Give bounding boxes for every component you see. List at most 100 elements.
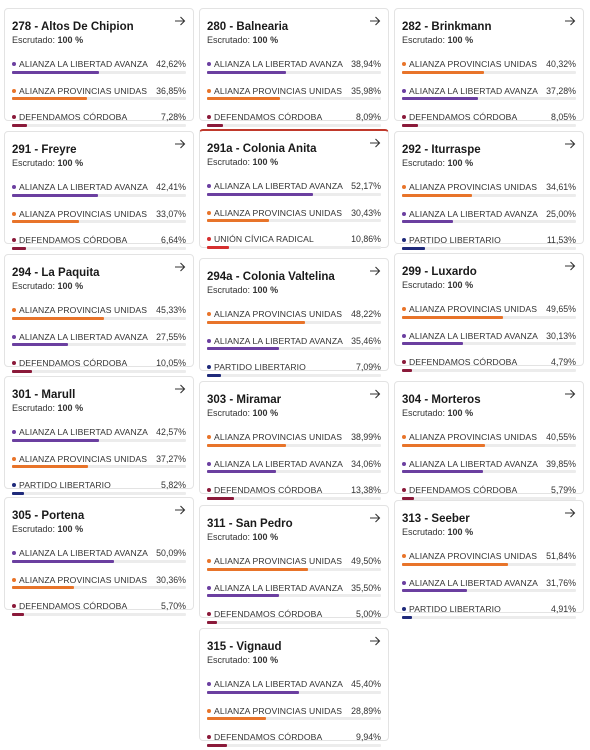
result-bar-fill (207, 70, 287, 74)
escrutado-value: 100 % (447, 527, 474, 537)
party-percentage: 30,43% (351, 207, 381, 218)
party-name: DEFENDAMOS CÓRDOBA (207, 485, 322, 495)
locality-card[interactable]: 313 - Seeber Escrutado: 100 % ALIANZA PR… (394, 500, 584, 619)
locality-card[interactable]: 278 - Altos De Chipion Escrutado: 100 % … (4, 8, 194, 127)
party-name: ALIANZA PROVINCIAS UNIDAS (402, 432, 537, 442)
escrutado-label: Escrutado: (207, 408, 251, 418)
results-list: ALIANZA LA LIBERTAD AVANZA 42,57% ALIANZ… (12, 419, 186, 499)
result-bar-fill (207, 320, 306, 324)
locality-title: 280 - Balnearia (207, 21, 289, 33)
result-row: ALIANZA PROVINCIAS UNIDAS 35,98% (207, 78, 381, 105)
card-header: 299 - Luxardo (402, 254, 576, 278)
escrutado-value: 100 % (57, 524, 84, 534)
locality-card[interactable]: 292 - Iturraspe Escrutado: 100 % ALIANZA… (394, 131, 584, 250)
result-bar-fill (12, 369, 33, 373)
result-row: DEFENDAMOS CÓRDOBA 5,79% (402, 477, 576, 504)
result-bar-track (207, 192, 381, 196)
party-label: ALIANZA PROVINCIAS UNIDAS (19, 574, 148, 585)
result-row: PARTIDO LIBERTARIO 4,91% (402, 596, 576, 623)
result-bar-track (12, 70, 186, 74)
arrow-right-icon[interactable] (564, 507, 576, 519)
arrow-right-icon[interactable] (369, 512, 381, 524)
locality-card[interactable]: 303 - Miramar Escrutado: 100 % ALIANZA P… (199, 381, 389, 500)
locality-card[interactable]: 282 - Brinkmann Escrutado: 100 % ALIANZA… (394, 8, 584, 127)
result-bar-fill (402, 220, 453, 223)
locality-title: 299 - Luxardo (402, 266, 477, 278)
result-row: ALIANZA LA LIBERTAD AVANZA 38,94% (207, 51, 381, 78)
locality-card[interactable]: 304 - Morteros Escrutado: 100 % ALIANZA … (394, 381, 584, 500)
party-name: ALIANZA PROVINCIAS UNIDAS (12, 454, 147, 464)
locality-card[interactable]: 299 - Luxardo Escrutado: 100 % ALIANZA P… (394, 253, 584, 372)
party-name: UNIÓN CÍVICA RADICAL (207, 234, 314, 244)
party-label: DEFENDAMOS CÓRDOBA (409, 485, 518, 495)
result-row: ALIANZA PROVINCIAS UNIDAS 36,85% (12, 78, 186, 105)
arrow-right-icon[interactable] (369, 265, 381, 277)
results-list: ALIANZA LA LIBERTAD AVANZA 42,62% ALIANZ… (12, 51, 186, 131)
locality-card[interactable]: 294 - La Paquita Escrutado: 100 % ALIANZ… (4, 254, 194, 373)
result-bar-fill (402, 562, 508, 566)
arrow-right-icon[interactable] (369, 388, 381, 400)
result-bar-track (12, 343, 186, 346)
escrutado-value: 100 % (447, 35, 474, 45)
party-name: DEFENDAMOS CÓRDOBA (207, 112, 322, 122)
result-row: ALIANZA PROVINCIAS UNIDAS 30,36% (12, 567, 186, 594)
result-bar-fill (207, 690, 300, 694)
arrow-right-icon[interactable] (174, 261, 186, 273)
results-list: ALIANZA PROVINCIAS UNIDAS 45,33% ALIANZA… (12, 297, 186, 377)
party-label: ALIANZA LA LIBERTAD AVANZA (214, 335, 344, 346)
party-color-dot (207, 312, 211, 316)
locality-card[interactable]: 315 - Vignaud Escrutado: 100 % ALIANZA L… (199, 628, 389, 747)
result-row: ALIANZA PROVINCIAS UNIDAS 48,22% (207, 301, 381, 328)
arrow-right-icon[interactable] (564, 388, 576, 400)
result-bar-fill (207, 743, 228, 747)
result-bar-track (12, 193, 186, 197)
result-bar-track (402, 562, 576, 566)
result-row: DEFENDAMOS CÓRDOBA 13,38% (207, 477, 381, 504)
arrow-right-icon[interactable] (174, 15, 186, 27)
party-name: ALIANZA LA LIBERTAD AVANZA (207, 181, 343, 191)
party-name: DEFENDAMOS CÓRDOBA (402, 357, 517, 367)
escrutado-line: Escrutado: 100 % (12, 35, 186, 51)
party-percentage: 38,99% (351, 432, 381, 442)
result-row: ALIANZA LA LIBERTAD AVANZA 45,40% (207, 671, 381, 698)
party-name: ALIANZA LA LIBERTAD AVANZA (402, 331, 538, 341)
party-color-dot (207, 435, 211, 439)
arrow-right-icon[interactable] (174, 383, 186, 395)
party-name: ALIANZA LA LIBERTAD AVANZA (12, 59, 148, 69)
party-name: ALIANZA LA LIBERTAD AVANZA (402, 578, 538, 588)
locality-title: 315 - Vignaud (207, 641, 282, 653)
locality-card[interactable]: 291a - Colonia Anita Escrutado: 100 % AL… (199, 129, 389, 249)
party-label: PARTIDO LIBERTARIO (214, 362, 306, 372)
result-bar-track (12, 491, 186, 495)
party-color-dot (207, 735, 211, 739)
arrow-right-icon[interactable] (174, 138, 186, 150)
party-percentage: 6,64% (161, 235, 186, 245)
arrow-right-icon[interactable] (369, 137, 381, 149)
party-color-dot (402, 554, 406, 558)
party-name: ALIANZA PROVINCIAS UNIDAS (207, 706, 342, 716)
locality-card[interactable]: 311 - San Pedro Escrutado: 100 % ALIANZA… (199, 505, 389, 624)
escrutado-label: Escrutado: (12, 35, 56, 45)
locality-card[interactable]: 280 - Balnearia Escrutado: 100 % ALIANZA… (199, 8, 389, 127)
arrow-right-icon[interactable] (564, 260, 576, 272)
result-bar-fill (402, 246, 426, 250)
result-bar-track (207, 70, 381, 74)
party-label: ALIANZA PROVINCIAS UNIDAS (214, 556, 343, 566)
locality-card[interactable]: 291 - Freyre Escrutado: 100 % ALIANZA LA… (4, 131, 194, 250)
result-row: ALIANZA LA LIBERTAD AVANZA 52,17% (207, 173, 381, 200)
party-color-dot (402, 211, 406, 216)
escrutado-value: 100 % (447, 280, 474, 290)
arrow-right-icon[interactable] (564, 138, 576, 150)
arrow-right-icon[interactable] (174, 504, 186, 516)
card-header: 278 - Altos De Chipion (12, 9, 186, 33)
arrow-right-icon[interactable] (369, 635, 381, 647)
result-row: ALIANZA LA LIBERTAD AVANZA 42,57% (12, 419, 186, 446)
locality-card[interactable]: 305 - Portena Escrutado: 100 % ALIANZA L… (4, 497, 194, 616)
arrow-right-icon[interactable] (564, 15, 576, 27)
result-row: ALIANZA PROVINCIAS UNIDAS 30,43% (207, 200, 381, 227)
arrow-right-icon[interactable] (369, 15, 381, 27)
escrutado-value: 100 % (447, 408, 474, 418)
locality-card[interactable]: 301 - Marull Escrutado: 100 % ALIANZA LA… (4, 376, 194, 495)
locality-card[interactable]: 294a - Colonia Valtelina Escrutado: 100 … (199, 258, 389, 377)
result-bar-track (207, 620, 381, 624)
